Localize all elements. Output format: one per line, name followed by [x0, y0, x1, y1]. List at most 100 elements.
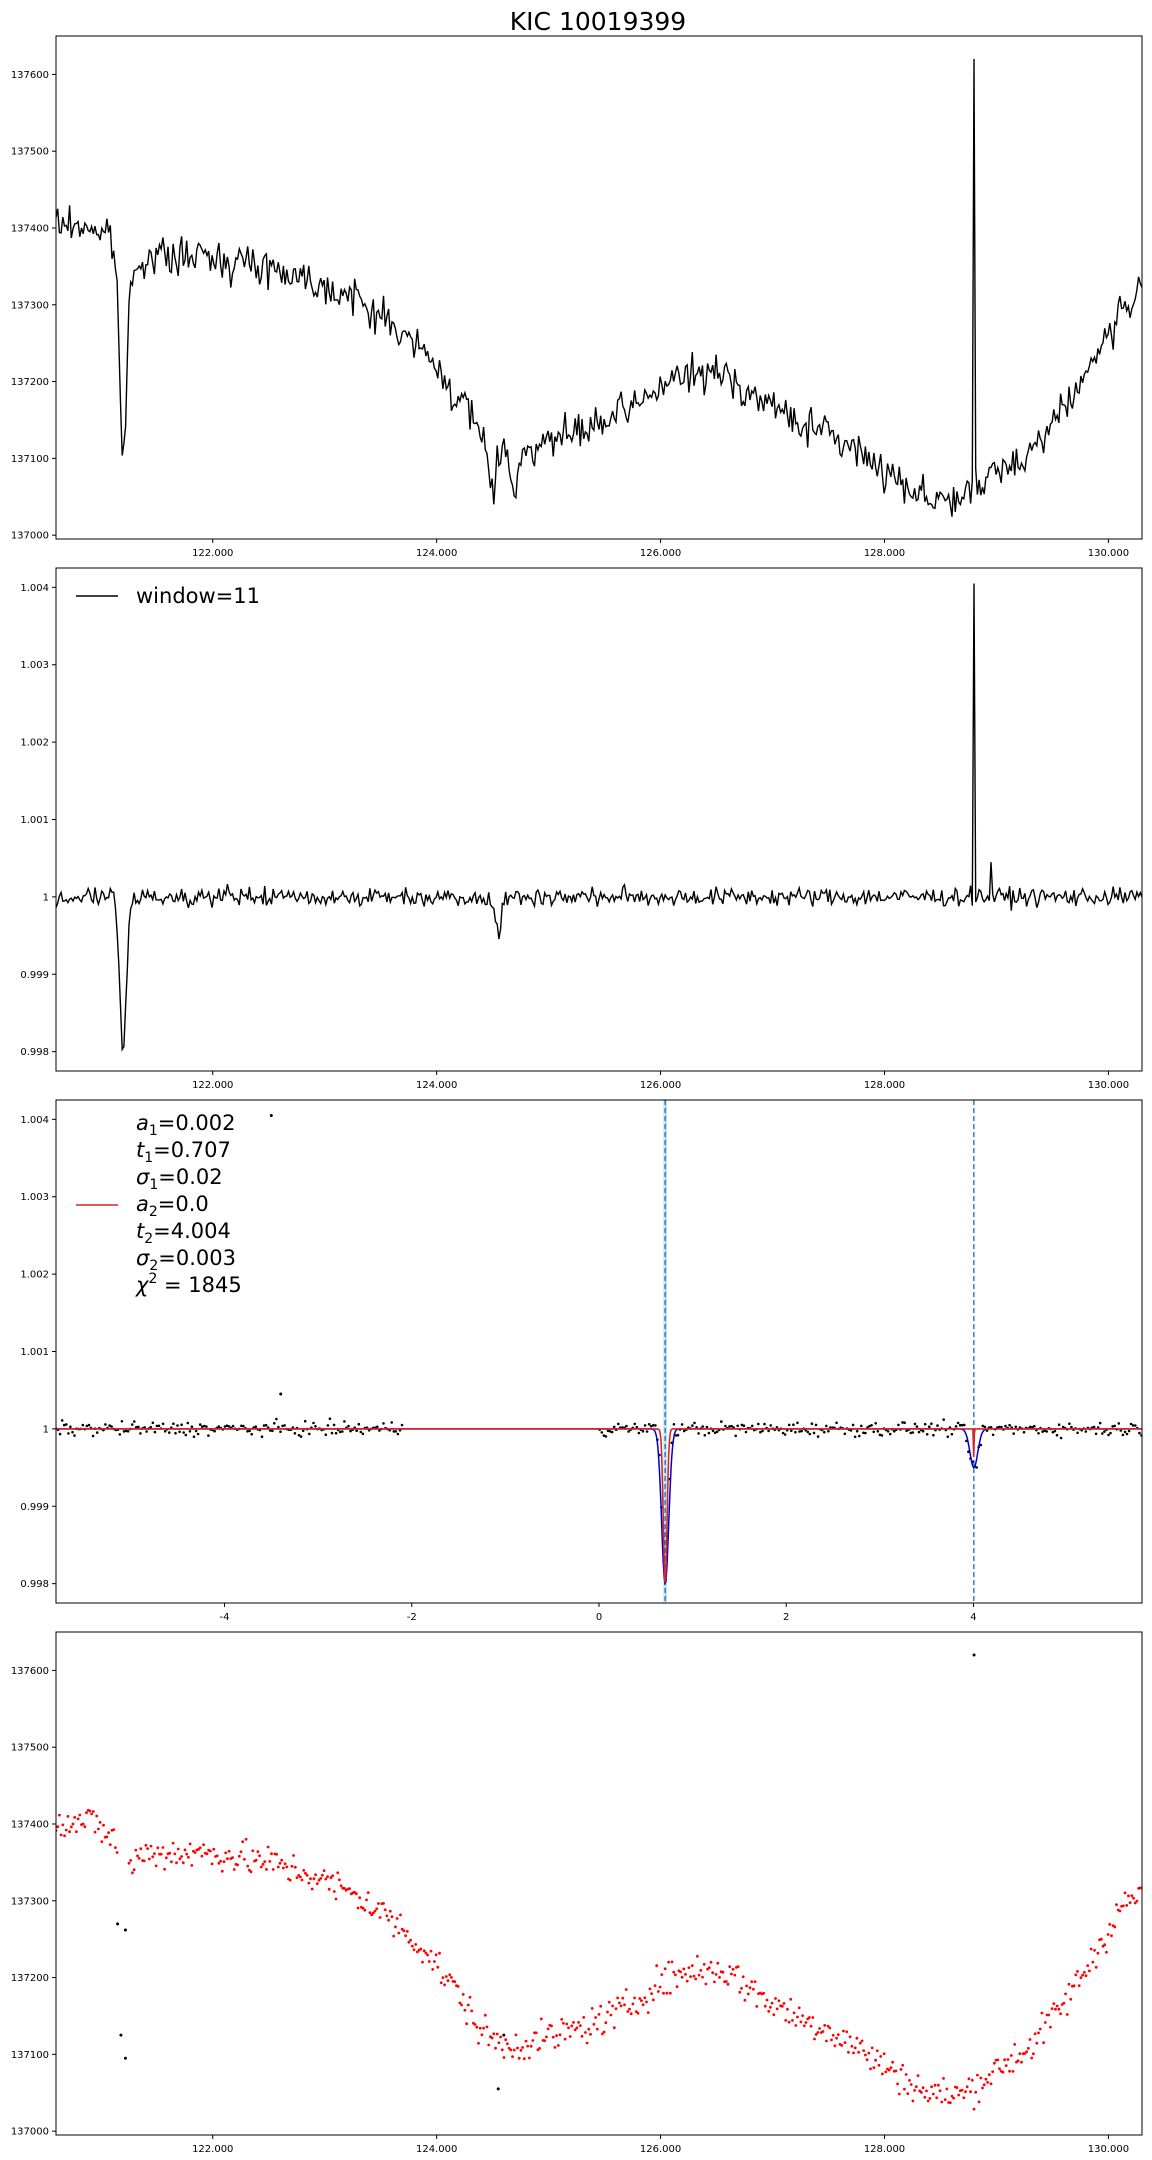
- raw-flux-ytick-label: 137200: [11, 377, 49, 388]
- kept-point: [378, 1916, 382, 1919]
- folded-data-point: [118, 1433, 122, 1436]
- kept-point: [965, 2085, 969, 2089]
- kept-point: [448, 1973, 452, 1977]
- kept-point: [482, 2026, 485, 2030]
- folded-data-point: [720, 1420, 723, 1423]
- raw-flux-xtick-label: 122.000: [192, 548, 233, 559]
- raw-flux-frame: [55, 35, 1143, 540]
- kept-point: [1050, 2007, 1054, 2010]
- kept-point: [1077, 1984, 1081, 1987]
- kept-point: [619, 2004, 623, 2008]
- kept-point: [154, 1864, 158, 1868]
- kept-point: [358, 1896, 362, 1900]
- folded-data-point: [633, 1422, 637, 1426]
- kept-point: [321, 1873, 324, 1877]
- kept-point: [329, 1876, 333, 1880]
- kept-point: [816, 2031, 820, 2034]
- kept-point: [1106, 1933, 1110, 1936]
- kept-point: [780, 2004, 784, 2008]
- kept-point: [91, 1810, 95, 1813]
- folded-data-point: [744, 1430, 748, 1434]
- kept-point: [161, 1846, 165, 1849]
- folded-data-point: [1092, 1425, 1096, 1429]
- kept-point: [151, 1855, 155, 1859]
- kept-point: [309, 1877, 312, 1881]
- kept-point: [1072, 1984, 1076, 1988]
- kept-point: [1018, 2052, 1022, 2056]
- kept-point: [543, 2039, 547, 2042]
- folded-data-point: [715, 1430, 719, 1433]
- kept-point: [227, 1849, 231, 1853]
- kept-point: [670, 1960, 674, 1964]
- kept-point: [877, 2063, 881, 2067]
- kept-point: [974, 2090, 978, 2094]
- kept-point: [1088, 1969, 1091, 1973]
- kept-point: [156, 1846, 160, 1850]
- kept-point: [629, 2012, 633, 2016]
- folded-data-point: [855, 1429, 859, 1433]
- kept-point: [75, 1830, 78, 1834]
- kept-point: [998, 2067, 1001, 2071]
- kept-point: [645, 2000, 648, 2004]
- folded-data-point: [827, 1429, 830, 1433]
- kept-point: [424, 1951, 428, 1955]
- kept-point: [808, 2016, 811, 2019]
- folded-data-point: [143, 1426, 146, 1429]
- fit-param-value: =4.004: [153, 1219, 231, 1243]
- kept-point: [426, 1953, 429, 1957]
- kept-point: [741, 1975, 745, 1979]
- rejected-point: [116, 1922, 120, 1926]
- kept-point: [697, 1973, 701, 1977]
- fit-param-superscript: 2: [148, 1271, 157, 1287]
- kept-point: [317, 1878, 321, 1882]
- folded-data-point: [874, 1422, 877, 1425]
- folded-fit-xtick-label: -4: [220, 1612, 230, 1623]
- kept-point: [336, 1871, 340, 1875]
- kept-point: [499, 2035, 502, 2039]
- kept-point: [263, 1860, 267, 1863]
- kept-point: [852, 2051, 855, 2055]
- folded-data-point: [963, 1423, 966, 1427]
- rejected-point: [123, 1928, 127, 1932]
- raw-flux-clipped-xtick-label: 126.000: [640, 2144, 681, 2155]
- folded-data-point: [1076, 1431, 1079, 1435]
- kept-point: [667, 1960, 670, 1964]
- folded-data-point: [122, 1430, 126, 1433]
- folded-data-point: [703, 1434, 707, 1437]
- kept-point: [58, 1813, 61, 1817]
- folded-data-point: [273, 1422, 276, 1425]
- kept-point: [750, 1980, 754, 1984]
- fit-param-label: t1=0.707: [136, 1138, 231, 1166]
- kept-point: [899, 2068, 903, 2071]
- rejected-points: [116, 1653, 976, 2091]
- kept-point: [382, 1902, 385, 1905]
- kept-point: [601, 2032, 604, 2036]
- folded-data-point: [1053, 1429, 1057, 1433]
- kept-point: [894, 2069, 898, 2073]
- folded-data-point: [254, 1425, 258, 1428]
- folded-data-point: [956, 1421, 960, 1425]
- folded-data-point: [137, 1425, 140, 1429]
- folded-data-point: [991, 1433, 995, 1437]
- folded-data-point: [775, 1426, 779, 1429]
- folded-data-point: [602, 1434, 606, 1437]
- kept-point: [624, 1988, 628, 1991]
- folded-fit-ytick-label: 0.999: [20, 1502, 49, 1513]
- folded-data-point: [981, 1424, 985, 1428]
- kept-point: [487, 2043, 491, 2047]
- kept-point: [777, 1999, 781, 2003]
- kept-point: [638, 1997, 642, 2000]
- kept-point: [748, 1986, 752, 1990]
- kept-point: [522, 2057, 526, 2061]
- raw-flux-clipped-ytick-label: 137600: [11, 1666, 49, 1677]
- folded-data-point: [314, 1425, 317, 1428]
- kept-point: [976, 2073, 979, 2077]
- kept-point: [636, 2011, 640, 2015]
- kept-point: [236, 1863, 240, 1867]
- folded-outlier-point: [269, 1113, 273, 1117]
- kept-point: [823, 2024, 827, 2027]
- kept-point: [906, 2092, 910, 2096]
- kept-point: [694, 1977, 698, 1981]
- folded-data-point: [975, 1466, 978, 1469]
- folded-data-point: [1121, 1433, 1125, 1437]
